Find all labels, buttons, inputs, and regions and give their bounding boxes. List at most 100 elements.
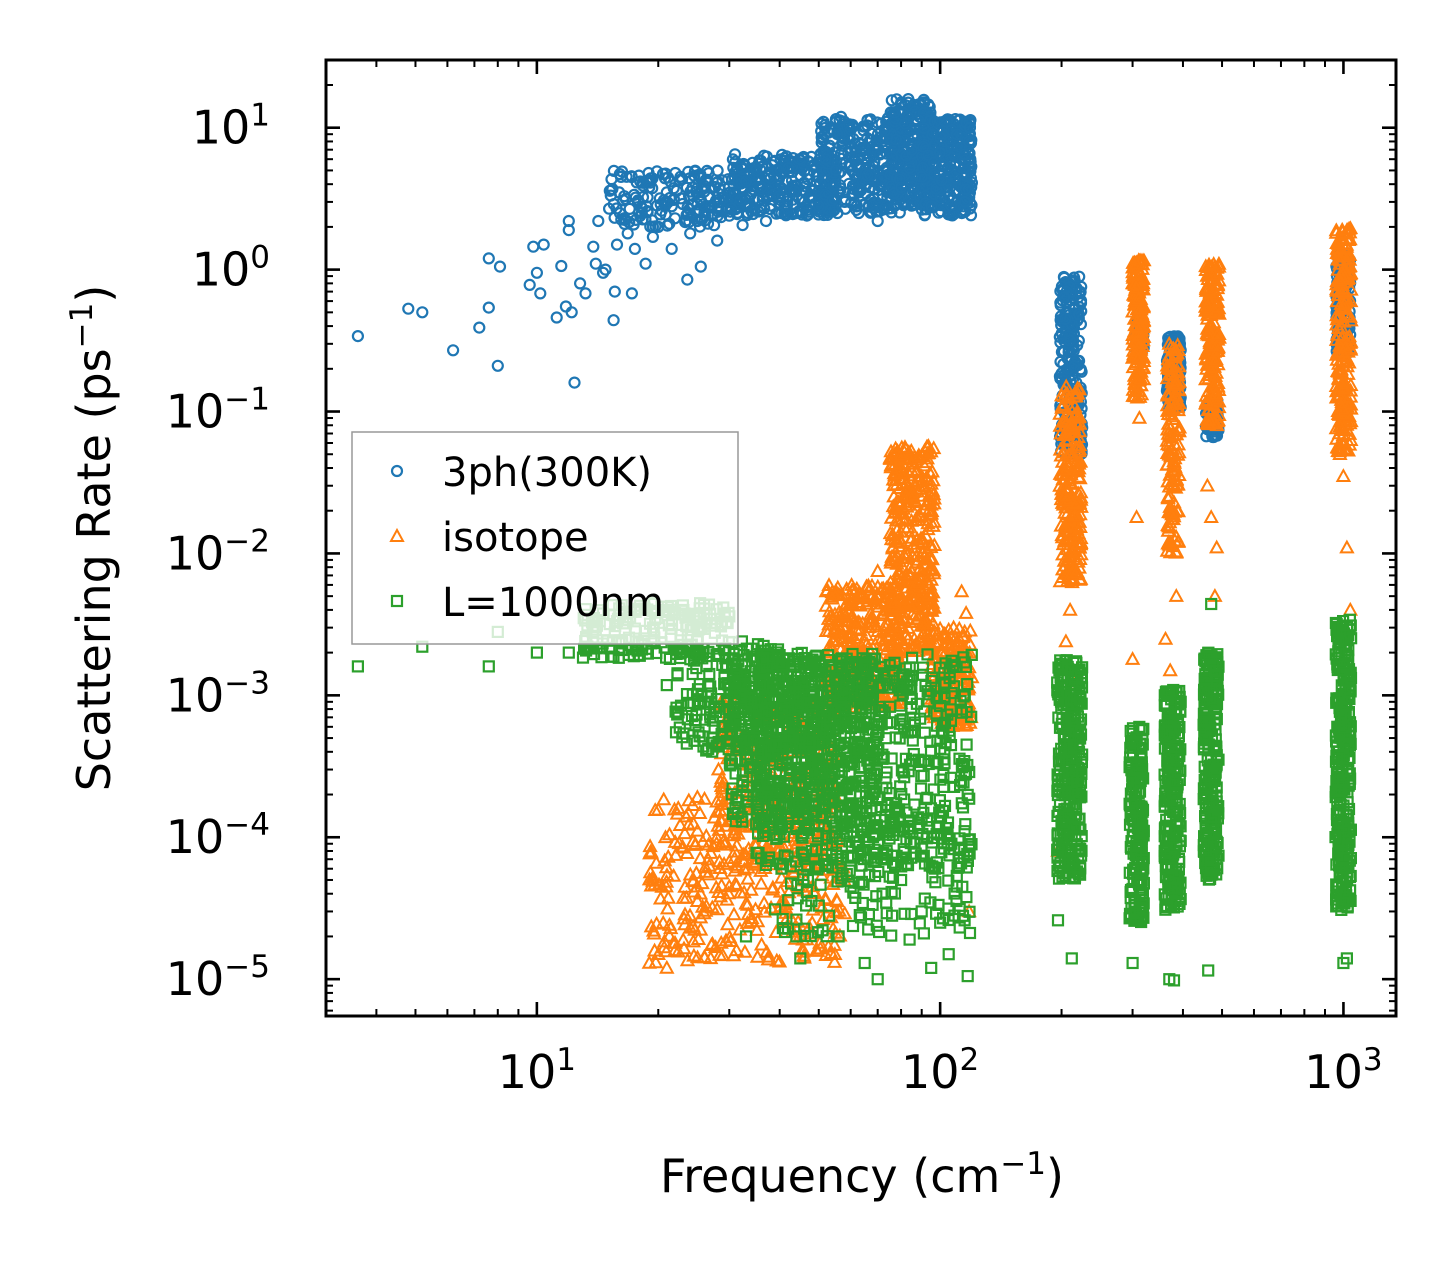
circle-point <box>589 257 602 270</box>
circle-point <box>852 150 865 163</box>
circle-point <box>885 94 898 107</box>
circle-point <box>1063 334 1077 347</box>
triangle-point <box>870 563 886 577</box>
circle-point <box>694 260 707 273</box>
circle-point <box>865 127 879 140</box>
circle-point <box>736 163 749 176</box>
circle-point <box>1067 344 1080 357</box>
circle-point <box>939 145 952 158</box>
circle-point <box>778 207 791 220</box>
circle-point <box>835 152 848 165</box>
circle-point <box>702 167 715 180</box>
triangle-point <box>1168 588 1184 602</box>
circle-point <box>684 227 697 240</box>
circle-point <box>843 118 856 131</box>
circle-point <box>530 266 544 279</box>
triangle-point <box>1157 630 1174 645</box>
circle-point <box>527 240 540 253</box>
circle-point <box>351 330 364 343</box>
circle-point <box>933 146 947 159</box>
circle-point <box>963 121 977 135</box>
circle-point <box>725 202 738 215</box>
circle-point <box>607 314 620 327</box>
circle-point <box>641 206 654 219</box>
circle-point <box>565 306 578 319</box>
circle-point <box>903 162 916 175</box>
circle-point <box>752 157 765 170</box>
triangle-point <box>726 906 742 921</box>
circle-point <box>812 205 826 218</box>
circle-point <box>902 111 915 124</box>
triangle-point <box>958 605 974 619</box>
circle-point <box>523 278 536 291</box>
circle-point <box>864 114 877 127</box>
triangle-point <box>1339 539 1355 554</box>
circle-point <box>947 208 961 221</box>
triangle-point <box>753 936 770 951</box>
circle-point <box>555 259 568 273</box>
circle-point <box>793 153 806 166</box>
circle-point <box>923 114 937 127</box>
circle-point <box>795 194 808 207</box>
circle-point <box>844 123 857 136</box>
circle-point <box>829 164 843 177</box>
triangle-point <box>710 761 727 776</box>
circle-point <box>482 252 495 265</box>
circle-point <box>621 227 634 240</box>
circle-point <box>579 287 592 300</box>
triangle-point <box>1203 509 1219 523</box>
circle-point <box>610 238 624 251</box>
circle-point <box>817 115 830 128</box>
circle-point <box>559 300 573 313</box>
circle-point <box>416 306 429 319</box>
circle-point <box>930 182 943 195</box>
circle-point <box>534 287 547 300</box>
circle-point <box>1066 319 1079 332</box>
circle-point <box>619 192 632 206</box>
circle-point <box>688 165 702 178</box>
circle-point <box>447 344 460 357</box>
circle-point <box>919 197 932 210</box>
circle-point <box>871 214 884 228</box>
circle-point <box>628 242 642 255</box>
circle-point <box>658 172 672 185</box>
triangle-point <box>1062 601 1078 616</box>
circle-point <box>625 287 639 300</box>
circle-point <box>473 321 486 334</box>
circle-point <box>710 176 723 190</box>
circle-point <box>1074 297 1088 310</box>
triangle-point <box>1342 601 1358 616</box>
circle-point <box>831 128 844 141</box>
circle-point <box>906 198 919 211</box>
circle-point <box>711 234 724 247</box>
circle-point <box>615 165 629 178</box>
circle-point <box>859 167 872 180</box>
circle-point <box>674 170 687 183</box>
circle-point <box>482 301 495 314</box>
circle-point <box>592 214 605 228</box>
circle-point <box>893 173 907 186</box>
circle-point <box>736 219 749 232</box>
triangle-point <box>1128 509 1145 523</box>
series-triangle <box>641 220 1359 974</box>
circle-point <box>674 192 688 205</box>
circle-point <box>1055 345 1069 359</box>
circle-point <box>402 302 415 315</box>
triangle-point <box>1335 468 1352 482</box>
circle-point <box>825 194 839 207</box>
triangle-point <box>656 791 672 806</box>
circle-point <box>759 214 773 228</box>
triangle-point <box>953 583 970 598</box>
circle-point <box>813 176 827 189</box>
circle-point <box>537 238 550 251</box>
circle-point <box>1073 363 1087 376</box>
circle-point <box>756 192 769 205</box>
triangle-point <box>1199 477 1216 492</box>
circle-point <box>948 185 961 198</box>
circle-point <box>928 168 941 181</box>
circle-point <box>679 216 692 229</box>
circle-point <box>711 200 724 213</box>
circle-point <box>898 117 912 130</box>
circle-point <box>949 171 962 185</box>
